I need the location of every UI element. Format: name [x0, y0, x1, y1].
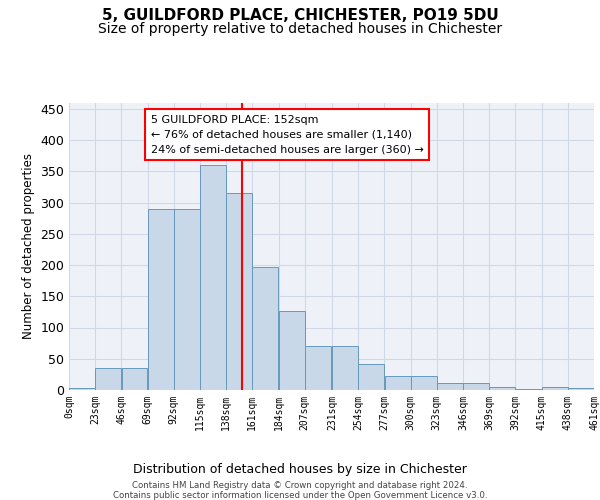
Bar	[542, 387, 568, 390]
Bar	[226, 193, 252, 390]
Text: 5, GUILDFORD PLACE, CHICHESTER, PO19 5DU: 5, GUILDFORD PLACE, CHICHESTER, PO19 5DU	[101, 8, 499, 22]
Bar	[305, 346, 331, 390]
Bar	[358, 364, 385, 390]
Bar	[278, 310, 305, 390]
Bar	[148, 209, 173, 390]
Bar	[515, 389, 541, 390]
Bar	[411, 376, 437, 390]
Y-axis label: Number of detached properties: Number of detached properties	[22, 153, 35, 340]
Bar	[463, 383, 489, 390]
Bar	[490, 387, 515, 390]
Bar	[253, 267, 278, 390]
Bar	[174, 209, 200, 390]
Text: Size of property relative to detached houses in Chichester: Size of property relative to detached ho…	[98, 22, 502, 36]
Bar	[385, 376, 410, 390]
Text: Contains public sector information licensed under the Open Government Licence v3: Contains public sector information licen…	[113, 491, 487, 500]
Text: 5 GUILDFORD PLACE: 152sqm
← 76% of detached houses are smaller (1,140)
24% of se: 5 GUILDFORD PLACE: 152sqm ← 76% of detac…	[151, 115, 424, 154]
Bar	[332, 346, 358, 390]
Bar	[437, 383, 463, 390]
Text: Distribution of detached houses by size in Chichester: Distribution of detached houses by size …	[133, 462, 467, 475]
Bar	[95, 368, 121, 390]
Bar	[122, 368, 148, 390]
Bar	[200, 165, 226, 390]
Bar	[568, 388, 594, 390]
Text: Contains HM Land Registry data © Crown copyright and database right 2024.: Contains HM Land Registry data © Crown c…	[132, 481, 468, 490]
Bar	[69, 388, 95, 390]
